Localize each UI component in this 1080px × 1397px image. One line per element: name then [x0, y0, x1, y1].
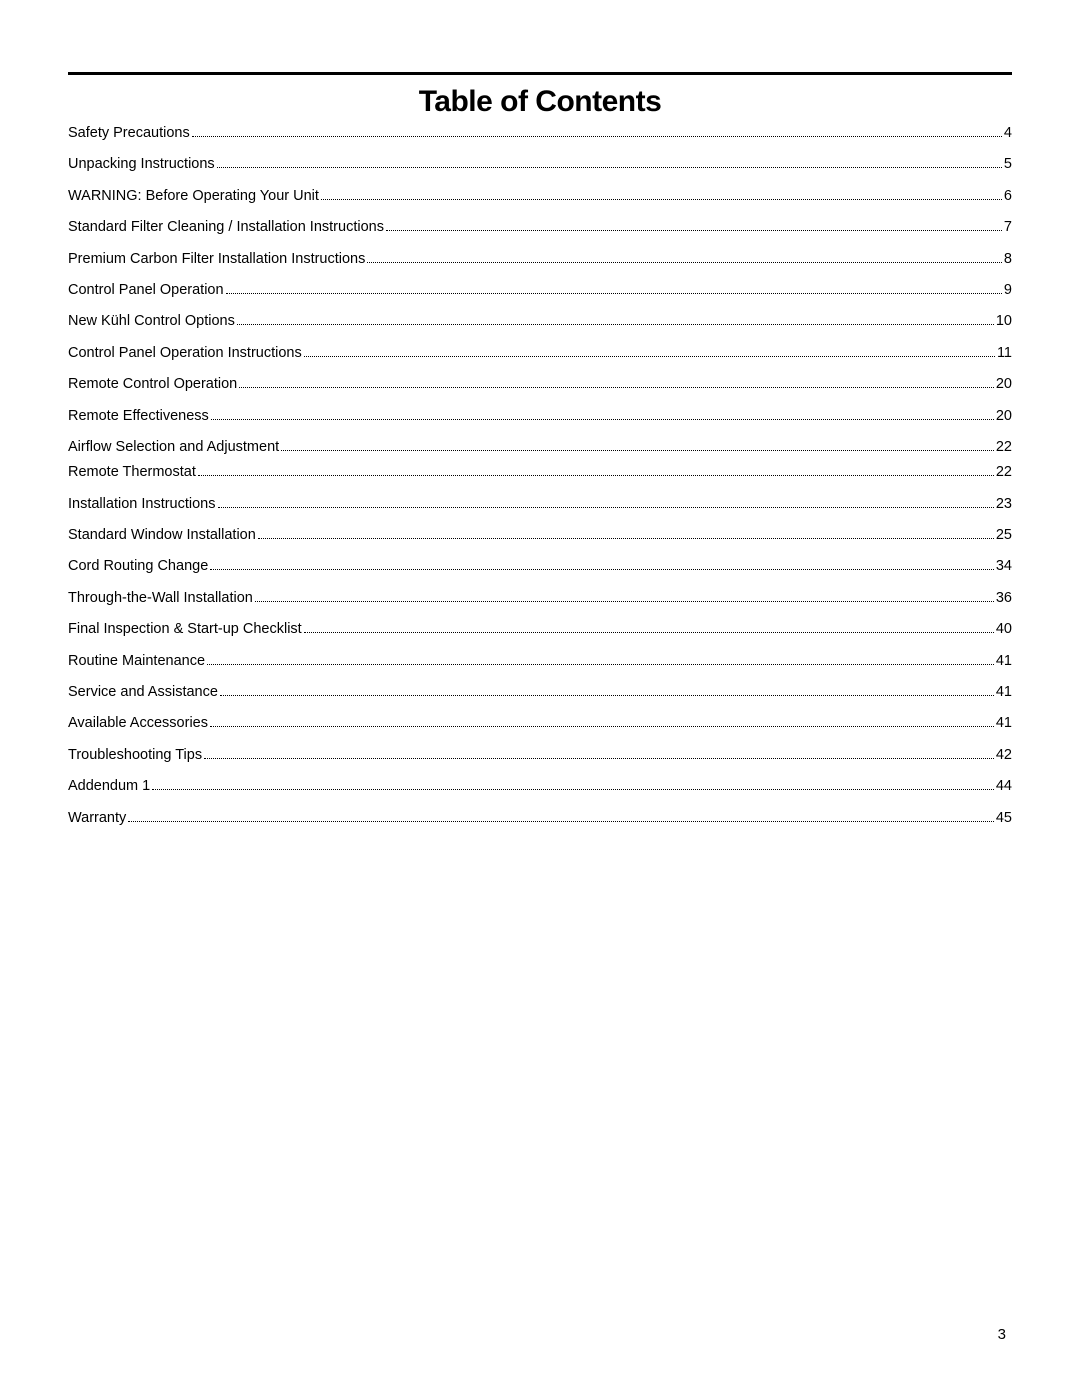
toc-entry-label: Remote Thermostat: [68, 464, 196, 481]
toc-entry-label: WARNING: Before Operating Your Unit: [68, 188, 319, 205]
toc-entry-label: Routine Maintenance: [68, 653, 205, 670]
toc-entry-page: 34: [996, 558, 1012, 575]
toc-row: Remote Thermostat 22: [68, 464, 1012, 481]
toc-entry-page: 9: [1004, 282, 1012, 299]
toc-row: New Kühl Control Options 10: [68, 313, 1012, 330]
toc-entry-label: Troubleshooting Tips: [68, 747, 202, 764]
toc-entry-label: Standard Filter Cleaning / Installation …: [68, 219, 384, 236]
toc-row: Control Panel Operation Instructions 11: [68, 345, 1012, 362]
toc-entry-page: 4: [1004, 125, 1012, 142]
toc-entry-label: Final Inspection & Start-up Checklist: [68, 621, 302, 638]
toc-entry-page: 40: [996, 621, 1012, 638]
toc-entry-page: 36: [996, 590, 1012, 607]
toc-entry-label: Unpacking Instructions: [68, 156, 215, 173]
toc-entry-label: Airflow Selection and Adjustment: [68, 439, 279, 456]
toc-entry-page: 11: [997, 345, 1012, 362]
toc-row: Airflow Selection and Adjustment 22: [68, 439, 1012, 456]
toc-entry-label: Service and Assistance: [68, 684, 218, 701]
toc-leader-dots: [226, 293, 1002, 294]
toc-leader-dots: [386, 230, 1002, 231]
toc-entry-page: 8: [1004, 251, 1012, 268]
toc-leader-dots: [367, 262, 1002, 263]
toc-entry-page: 5: [1004, 156, 1012, 173]
toc-row: Routine Maintenance 41: [68, 653, 1012, 670]
toc-entry-label: Remote Control Operation: [68, 376, 237, 393]
toc-entry-page: 10: [996, 313, 1012, 330]
toc-row: Control Panel Operation 9: [68, 282, 1012, 299]
toc-row: Troubleshooting Tips 42: [68, 747, 1012, 764]
toc-entry-label: Control Panel Operation Instructions: [68, 345, 302, 362]
toc-entry-label: Available Accessories: [68, 715, 208, 732]
toc-leader-dots: [304, 356, 995, 357]
page-title: Table of Contents: [68, 85, 1012, 119]
toc-entry-label: Through-the-Wall Installation: [68, 590, 253, 607]
toc-leader-dots: [217, 167, 1002, 168]
horizontal-rule: [68, 72, 1012, 75]
toc-leader-dots: [207, 664, 994, 665]
toc-entry-page: 20: [996, 408, 1012, 425]
toc-leader-dots: [211, 419, 994, 420]
toc-leader-dots: [210, 726, 994, 727]
toc-entry-page: 41: [996, 684, 1012, 701]
toc-leader-dots: [204, 758, 994, 759]
toc-row: WARNING: Before Operating Your Unit 6: [68, 188, 1012, 205]
toc-row: Remote Control Operation 20: [68, 376, 1012, 393]
toc-row: Standard Filter Cleaning / Installation …: [68, 219, 1012, 236]
toc-row: Standard Window Installation 25: [68, 527, 1012, 544]
toc-entry-page: 41: [996, 653, 1012, 670]
toc-row: Unpacking Instructions 5: [68, 156, 1012, 173]
toc-row: Service and Assistance 41: [68, 684, 1012, 701]
toc-entry-label: Standard Window Installation: [68, 527, 256, 544]
page-number: 3: [998, 1326, 1006, 1343]
toc-entry-page: 45: [996, 810, 1012, 827]
toc-leader-dots: [237, 324, 994, 325]
toc-row: Cord Routing Change 34: [68, 558, 1012, 575]
toc-entry-label: Cord Routing Change: [68, 558, 208, 575]
toc-leader-dots: [258, 538, 994, 539]
toc-row: Available Accessories 41: [68, 715, 1012, 732]
toc-leader-dots: [152, 789, 994, 790]
toc-entry-page: 22: [996, 464, 1012, 481]
toc-entry-label: Remote Effectiveness: [68, 408, 209, 425]
toc-leader-dots: [304, 632, 994, 633]
toc-leader-dots: [255, 601, 994, 602]
toc-row: Through-the-Wall Installation 36: [68, 590, 1012, 607]
toc-row: Final Inspection & Start-up Checklist 40: [68, 621, 1012, 638]
toc-entry-label: Control Panel Operation: [68, 282, 224, 299]
toc-leader-dots: [218, 507, 994, 508]
toc-row: Warranty 45: [68, 810, 1012, 827]
toc-entry-page: 7: [1004, 219, 1012, 236]
toc-row: Remote Effectiveness 20: [68, 408, 1012, 425]
toc-entry-label: Addendum 1: [68, 778, 150, 795]
toc-leader-dots: [220, 695, 994, 696]
toc-entry-page: 20: [996, 376, 1012, 393]
toc-entry-page: 44: [996, 778, 1012, 795]
toc-leader-dots: [321, 199, 1002, 200]
toc-entry-page: 42: [996, 747, 1012, 764]
toc-leader-dots: [239, 387, 994, 388]
toc-row: Safety Precautions 4: [68, 125, 1012, 142]
toc-entry-page: 22: [996, 439, 1012, 456]
page-container: Table of Contents Safety Precautions 4 Unp…: [0, 0, 1080, 827]
toc-row: Addendum 1 44: [68, 778, 1012, 795]
toc-entry-page: 41: [996, 715, 1012, 732]
toc-entry-label: Installation Instructions: [68, 496, 216, 513]
table-of-contents: Safety Precautions 4 Unpacking Instruction…: [68, 125, 1012, 827]
toc-leader-dots: [281, 450, 994, 451]
toc-row: Premium Carbon Filter Installation Instr…: [68, 251, 1012, 268]
toc-leader-dots: [192, 136, 1002, 137]
toc-row: Installation Instructions 23: [68, 496, 1012, 513]
toc-entry-label: Premium Carbon Filter Installation Instr…: [68, 251, 365, 268]
toc-entry-page: 23: [996, 496, 1012, 513]
toc-entry-label: New Kühl Control Options: [68, 313, 235, 330]
toc-entry-page: 25: [996, 527, 1012, 544]
toc-leader-dots: [198, 475, 994, 476]
toc-leader-dots: [128, 821, 994, 822]
toc-entry-label: Safety Precautions: [68, 125, 190, 142]
toc-leader-dots: [210, 569, 994, 570]
toc-entry-label: Warranty: [68, 810, 126, 827]
toc-entry-page: 6: [1004, 188, 1012, 205]
